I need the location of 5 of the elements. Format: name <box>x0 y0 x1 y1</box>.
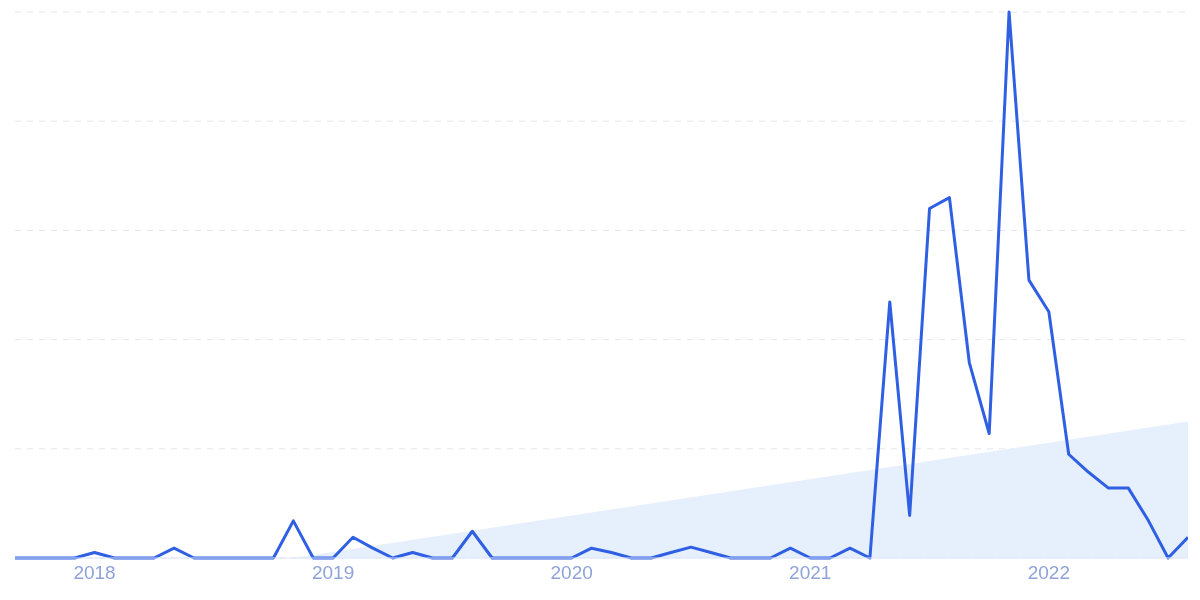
x-tick-label: 2020 <box>550 562 593 584</box>
x-tick-label: 2018 <box>73 562 116 584</box>
x-tick-label: 2019 <box>311 562 355 584</box>
x-tick-label: 2022 <box>1027 562 1070 584</box>
x-tick-label: 2021 <box>789 562 832 584</box>
